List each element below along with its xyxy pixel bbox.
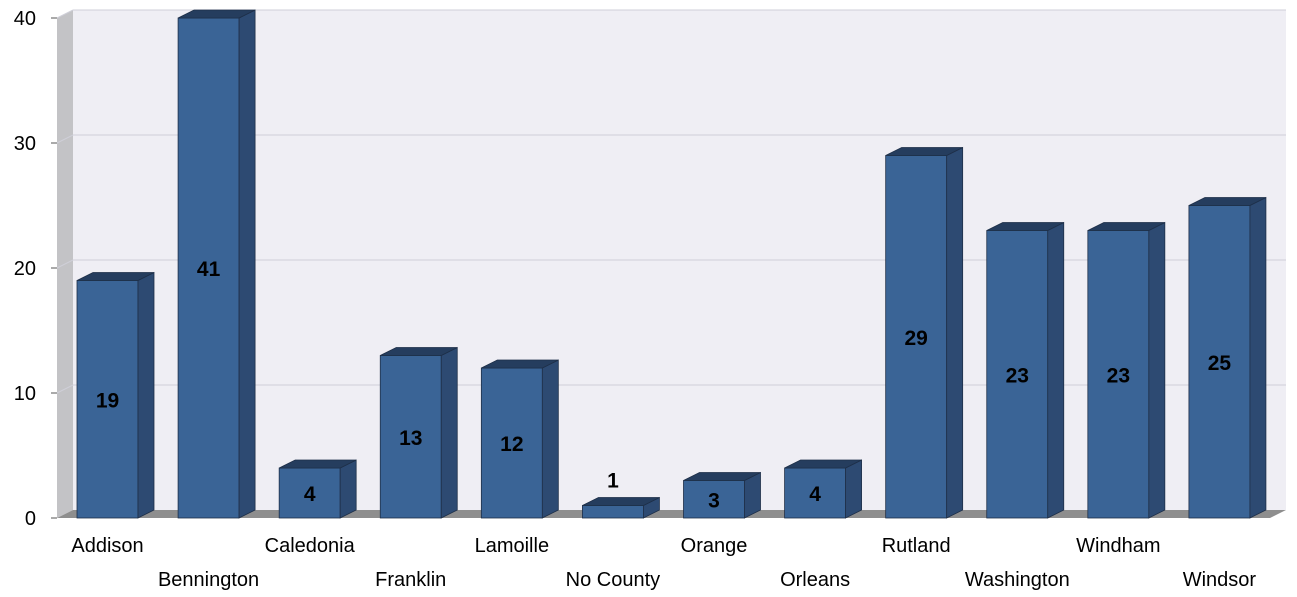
floor-plane	[57, 510, 1286, 518]
bar-side	[541, 359, 559, 519]
x-tick-label: Franklin	[375, 569, 446, 591]
bar	[885, 155, 948, 519]
data-label: 4	[809, 483, 821, 506]
x-tick-label: No County	[566, 569, 661, 591]
gridlines	[56, 9, 1286, 394]
x-tick-label: Washington	[965, 569, 1070, 591]
x-tick-label: Addison	[71, 535, 143, 557]
bar	[582, 505, 644, 519]
bar-top	[177, 9, 256, 19]
x-axis: Addison Bennington Caledonia Franklin Lamoil…	[71, 535, 1256, 591]
bar-top	[986, 222, 1064, 231]
x-tick-label: Orleans	[780, 569, 850, 591]
data-label: 19	[96, 389, 119, 412]
bar-top	[278, 459, 357, 469]
bar	[278, 467, 341, 519]
bar-top	[1188, 197, 1267, 206]
bar-side	[946, 146, 964, 519]
bar-top	[885, 147, 963, 156]
chart-floor	[57, 510, 1286, 518]
data-label: 25	[1208, 352, 1232, 375]
data-label: 4	[304, 483, 316, 506]
bar	[1087, 230, 1150, 519]
data-label: 1	[607, 470, 619, 493]
bar-side	[1249, 196, 1267, 519]
x-tick-label: Windsor	[1183, 569, 1257, 591]
bar-side	[440, 346, 458, 519]
x-tick-label: Orange	[681, 535, 748, 557]
data-label: 29	[904, 327, 927, 350]
bar-side	[1047, 221, 1065, 519]
bar-side	[137, 271, 155, 519]
x-tick-label: Bennington	[158, 569, 259, 591]
y-axis: 0 10 20 30 40	[14, 8, 57, 530]
bar-top	[76, 272, 155, 281]
bars	[76, 9, 1267, 519]
x-tick-label: Windham	[1076, 535, 1160, 557]
y-tick-label: 20	[14, 258, 36, 280]
data-label: 3	[708, 489, 720, 512]
x-tick-label: Caledonia	[265, 535, 356, 557]
bar-top	[582, 497, 660, 506]
data-label: 13	[399, 427, 422, 450]
y-tick-label: 10	[14, 383, 36, 405]
y-tick-label: 30	[14, 133, 36, 155]
bar	[1188, 205, 1251, 519]
bar	[683, 480, 745, 519]
data-label: 23	[1107, 364, 1130, 387]
bar	[177, 17, 240, 519]
bar-top	[683, 472, 761, 481]
bar-top	[380, 347, 458, 356]
bar-side	[339, 459, 357, 519]
y-tick-label: 40	[14, 8, 36, 30]
gridline-side	[56, 259, 74, 269]
bar-top	[1087, 222, 1166, 231]
data-label: 12	[500, 433, 523, 456]
bar-side	[1148, 221, 1166, 519]
x-tick-label: Rutland	[882, 535, 951, 557]
bar	[76, 280, 139, 519]
bar-side	[845, 459, 862, 519]
x-tick-label: Lamoille	[475, 535, 549, 557]
bar-side	[238, 9, 256, 519]
data-label: 23	[1006, 364, 1029, 387]
bar	[480, 367, 543, 519]
bar-top	[481, 359, 559, 369]
y-tick-label: 0	[25, 508, 36, 530]
gridline-side	[56, 134, 74, 144]
data-label: 41	[197, 258, 221, 281]
bar-top	[784, 459, 862, 469]
gridline-side	[56, 9, 74, 19]
gridline-side	[56, 384, 74, 394]
